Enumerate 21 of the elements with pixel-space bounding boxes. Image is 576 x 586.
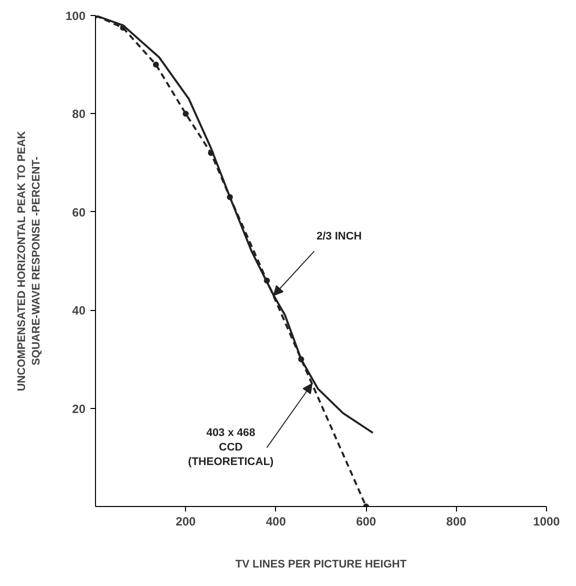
x-tick-label: 800 [446,514,467,528]
point [264,278,270,284]
y-tick-label: 80 [72,107,86,122]
point [298,356,304,362]
point [226,194,233,200]
y-tick-label: 60 [72,205,86,220]
point [152,62,159,68]
point [208,150,214,156]
x-tick-label: 1000 [533,514,560,528]
x-axis-title: TV LINES PER PICTURE HEIGHT [235,558,407,570]
y-tick-label: 100 [65,9,86,23]
y-axis-title: UNCOMPENSATED HORIZONTAL PEAK TO PEAK SQUARE-WAVE RESPONSE -PERCENT- [16,130,42,392]
annotation: 2/3 INCH [316,230,362,242]
point [182,110,189,117]
x-tick-label: 200 [176,514,196,528]
x-tick-label: 600 [356,514,376,528]
point [120,24,126,31]
y-tick-label: 20 [72,402,86,416]
y-tick-label: 40 [72,304,86,318]
annotation: 403 x 468 CCD (THEORETICAL) [188,427,274,468]
x-tick-label: 400 [266,514,286,528]
